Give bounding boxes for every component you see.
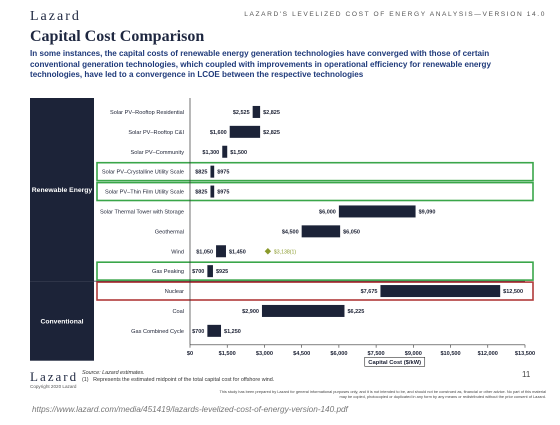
x-tick-label: $13,500 (515, 351, 535, 357)
report-title: LAZARD'S LEVELIZED COST OF ENERGY ANALYS… (244, 11, 546, 18)
source-label: Source: (82, 370, 101, 376)
marker-label: $3,138(1) (274, 249, 296, 255)
page-subtitle: In some instances, the capital costs of … (30, 49, 491, 80)
range-bar-gas-combined-cycle (207, 324, 222, 337)
x-axis-title-box (364, 356, 426, 367)
x-tick-label: $9,000 (405, 351, 422, 357)
highlight-box-nuclear (96, 281, 534, 301)
high-value-label: $975 (217, 170, 229, 176)
highlight-box-gas-peaking (96, 261, 534, 281)
x-tick-label: $1,500 (219, 351, 236, 357)
low-value-label: $1,300 (202, 150, 219, 156)
row-label-solar-pv-community: Solar PV–Community (131, 150, 185, 156)
row-label-geothermal: Geothermal (155, 229, 184, 235)
low-value-label: $1,600 (210, 130, 227, 136)
range-bar-nuclear (380, 285, 501, 298)
low-value-label: $4,500 (282, 229, 299, 235)
range-bar-solar-pv-rooftop-residential (252, 105, 261, 118)
copyright: Copyright 2020 Lazard (30, 384, 77, 389)
offshore-wind-marker (264, 248, 272, 255)
row-label-solar-pv-rooftop-residential: Solar PV–Rooftop Residential (110, 110, 184, 116)
row-label-gas-combined-cycle: Gas Combined Cycle (131, 329, 184, 335)
low-value-label: $6,000 (319, 209, 336, 215)
source-url[interactable]: https://www.lazard.com/media/451419/laza… (32, 405, 348, 414)
row-label-solar-pv-crystalline-utility-scale: Solar PV–Crystalline Utility Scale (102, 170, 184, 176)
x-tick-label: $0 (187, 351, 193, 357)
x-tick-label: $12,000 (478, 351, 498, 357)
row-label-gas-peaking: Gas Peaking (152, 269, 184, 275)
high-value-label: $2,825 (263, 110, 280, 116)
group-panel-renewable-energy (30, 98, 94, 282)
x-tick-label: $3,000 (256, 351, 273, 357)
footnote-text: Represents the estimated midpoint of the… (93, 377, 275, 383)
low-value-label: $825 (195, 170, 207, 176)
row-label-nuclear: Nuclear (165, 289, 184, 295)
lazard-logo: Lazard (30, 9, 81, 24)
row-label-solar-thermal-tower-with-storage: Solar Thermal Tower with Storage (100, 209, 184, 215)
range-bar-solar-thermal-tower-with-storage (338, 205, 416, 218)
range-bar-solar-pv-crystalline-utility-scale (210, 165, 215, 178)
range-bar-gas-peaking (207, 265, 213, 278)
source-note: Source: Lazard estimates. (82, 370, 145, 376)
x-tick-label: $6,000 (330, 351, 347, 357)
highlight-box-solar-pv-thin-film-utility-scale (96, 181, 534, 202)
group-panel-conventional (30, 281, 94, 361)
high-value-label: $6,050 (343, 229, 360, 235)
high-value-label: $975 (217, 190, 229, 196)
range-bar-solar-pv-community (222, 145, 228, 158)
row-label-solar-pv-rooftop-c-i: Solar PV–Rooftop C&I (128, 130, 184, 136)
high-value-label: $12,500 (503, 289, 523, 295)
range-bar-solar-pv-thin-film-utility-scale (210, 185, 215, 198)
x-axis-title: Capital Cost ($/kW) (368, 360, 421, 366)
high-value-label: $925 (216, 269, 228, 275)
x-tick-label: $4,500 (293, 351, 310, 357)
low-value-label: $700 (192, 269, 204, 275)
high-value-label: $6,225 (347, 309, 364, 315)
high-value-label: $1,250 (224, 329, 241, 335)
row-label-solar-pv-thin-film-utility-scale: Solar PV–Thin Film Utility Scale (105, 190, 184, 196)
disclaimer: This study has been prepared by Lazard f… (219, 389, 546, 399)
row-label-wind: Wind (171, 249, 184, 255)
x-tick-label: $7,500 (368, 351, 385, 357)
range-bar-geothermal (301, 225, 341, 238)
footnote-label: (1) (82, 377, 89, 383)
low-value-label: $825 (195, 190, 207, 196)
footnote: (1) Represents the estimated midpoint of… (82, 377, 274, 383)
low-value-label: $2,525 (233, 110, 250, 116)
range-bar-coal (261, 304, 345, 317)
low-value-label: $1,050 (196, 249, 213, 255)
range-bar-wind (216, 245, 226, 258)
page-number: 11 (522, 370, 531, 379)
high-value-label: $2,825 (263, 130, 280, 136)
footer-logo: Lazard (30, 369, 79, 384)
group-label-renewable-energy: Renewable Energy (32, 187, 93, 194)
group-label-conventional: Conventional (40, 318, 83, 325)
row-label-coal: Coal (172, 309, 184, 315)
low-value-label: $7,675 (361, 289, 378, 295)
high-value-label: $1,500 (230, 150, 247, 156)
low-value-label: $700 (192, 329, 204, 335)
highlight-box-solar-pv-crystalline-utility-scale (96, 161, 534, 182)
high-value-label: $9,090 (419, 209, 436, 215)
low-value-label: $2,900 (242, 309, 259, 315)
range-bar-solar-pv-rooftop-c-i (229, 125, 261, 138)
source-text: Lazard estimates. (102, 370, 145, 376)
high-value-label: $1,450 (229, 249, 246, 255)
page-title: Capital Cost Comparison (30, 28, 205, 45)
x-tick-label: $10,500 (440, 351, 460, 357)
